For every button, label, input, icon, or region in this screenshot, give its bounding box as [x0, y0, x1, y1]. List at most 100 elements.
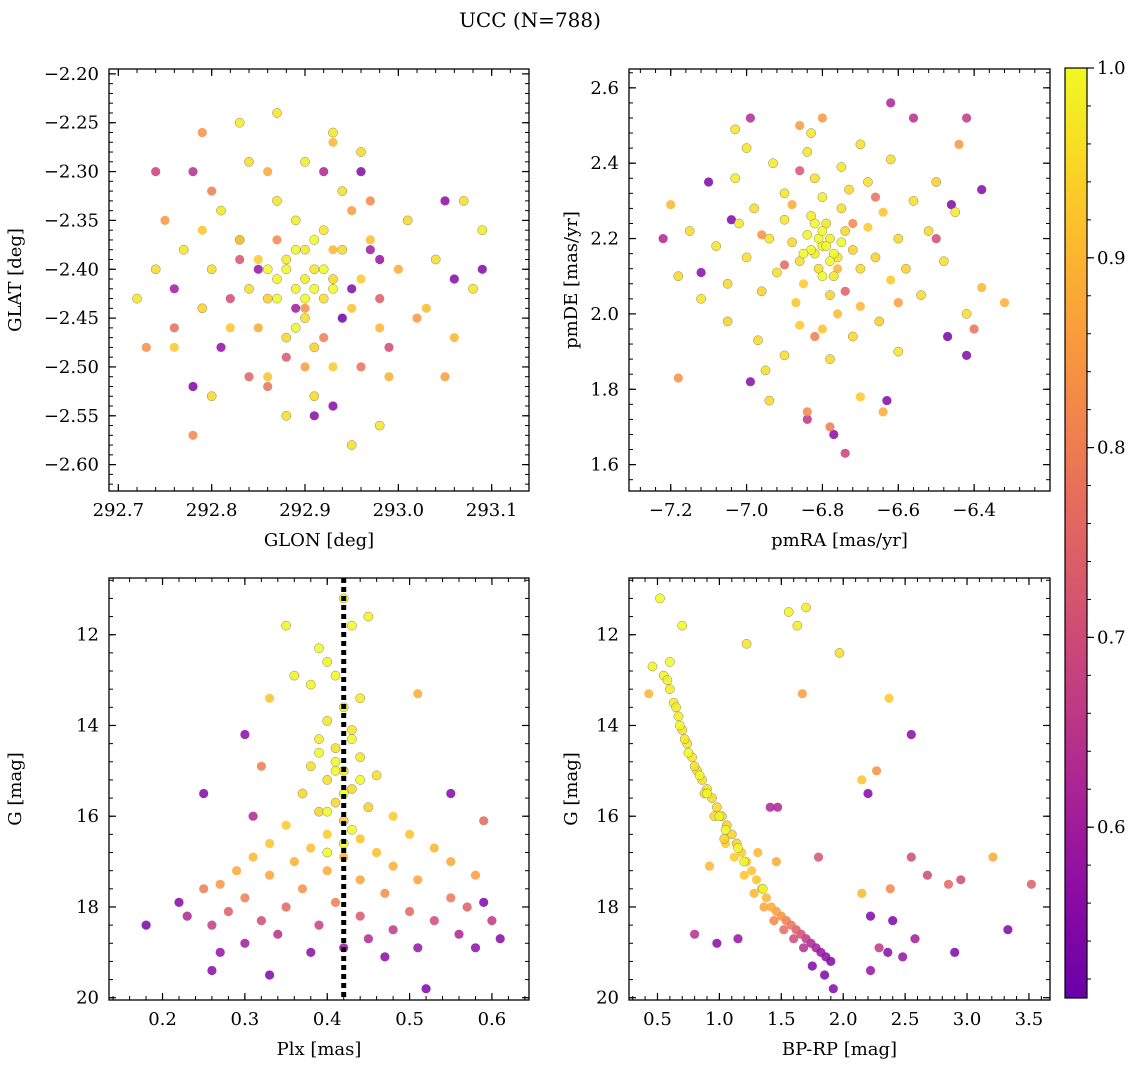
scatter-point	[769, 916, 779, 926]
x-tick-label: 1.5	[767, 1009, 796, 1030]
scatter-point	[722, 316, 733, 327]
scatter-point	[355, 875, 365, 885]
scatter-point	[356, 147, 366, 157]
scatter-point	[847, 245, 858, 255]
scatter-point	[235, 254, 245, 265]
scatter-point	[962, 113, 972, 123]
scatter-point	[908, 113, 919, 123]
scatter-point	[244, 156, 254, 167]
scatter-point	[306, 843, 316, 853]
colorbar-tick-label: 1.0	[1097, 58, 1126, 79]
scatter-point	[374, 420, 385, 431]
scatter-point	[355, 834, 365, 844]
x-tick-label: 0.5	[643, 1009, 672, 1030]
scatter-point	[817, 226, 828, 236]
scatter-point	[207, 920, 217, 930]
scatter-point	[764, 395, 775, 406]
scatter-point	[674, 720, 685, 731]
scatter-point	[807, 961, 817, 971]
scatter-point	[810, 331, 820, 342]
scatter-point	[356, 274, 366, 284]
y-tick-label: 18	[596, 897, 619, 918]
scatter-point	[730, 173, 741, 184]
x-tick-label: 0.5	[395, 1009, 424, 1030]
scatter-point	[314, 920, 324, 930]
scatter-point	[328, 274, 338, 284]
scatter-point	[1026, 879, 1036, 889]
scatter-point	[683, 747, 694, 758]
scatter-point	[999, 298, 1010, 308]
scatter-point	[714, 811, 725, 822]
scatter-point	[865, 965, 876, 976]
scatter-point	[757, 883, 768, 894]
scatter-point	[355, 911, 365, 921]
scatter-point	[865, 911, 876, 921]
scatter-point	[872, 766, 882, 776]
scatter-point	[371, 770, 382, 781]
scatter-point	[834, 648, 845, 658]
axes-frame	[628, 68, 1051, 492]
scatter-point	[328, 137, 338, 147]
scatter-point	[375, 254, 385, 265]
scatter-point	[393, 264, 403, 274]
scatter-point	[969, 324, 979, 334]
scatter-point	[768, 158, 778, 169]
x-axis-label: Plx [mas]	[277, 1039, 362, 1060]
scatter-point	[347, 734, 357, 744]
scatter-point	[388, 925, 398, 935]
scatter-point	[337, 186, 348, 196]
scatter-point	[765, 802, 775, 812]
y-axis-label: G [mag]	[5, 752, 26, 825]
scatter-point	[809, 218, 820, 229]
scatter-point	[272, 196, 282, 206]
scatter-point	[855, 392, 866, 402]
scatter-point	[802, 147, 813, 157]
scatter-point	[647, 661, 658, 672]
scatter-point	[779, 925, 789, 935]
scatter-point	[281, 332, 292, 343]
scatter-point	[207, 186, 217, 196]
scatter-point	[199, 788, 209, 799]
scatter-point	[779, 350, 790, 361]
scatter-point	[729, 852, 739, 862]
scatter-point	[801, 602, 811, 613]
scatter-point	[322, 829, 332, 840]
scatter-point	[779, 260, 790, 270]
scatter-point	[289, 857, 299, 867]
scatter-point	[977, 282, 987, 293]
scatter-point	[446, 893, 456, 903]
scatter-point	[454, 929, 464, 939]
scatter-point	[863, 788, 873, 799]
scatter-point	[671, 702, 681, 713]
scatter-point	[720, 824, 731, 835]
scatter-point	[223, 906, 233, 917]
scatter-point	[322, 866, 332, 876]
scatter-point	[355, 752, 366, 763]
scatter-point	[741, 638, 752, 649]
x-tick-label: 0.3	[231, 1009, 260, 1030]
x-tick-label: 292.9	[279, 500, 331, 521]
scatter-point	[893, 298, 903, 308]
scatter-point	[792, 620, 803, 631]
scatter-point	[938, 256, 949, 267]
scatter-point	[355, 693, 366, 704]
axes-frame	[108, 68, 530, 492]
scatter-point	[363, 611, 374, 622]
scatter-point	[820, 970, 830, 980]
scatter-point	[300, 293, 310, 304]
y-tick-label: −2.50	[44, 357, 99, 378]
scatter-point	[318, 225, 329, 236]
y-tick-label: 16	[76, 806, 99, 827]
scatter-point	[477, 264, 487, 274]
scatter-point	[178, 244, 189, 255]
scatter-point	[347, 725, 357, 735]
scatter-point	[305, 761, 316, 772]
scatter-point	[954, 139, 964, 149]
scatter-point	[857, 775, 867, 785]
scatter-point	[477, 225, 488, 236]
scatter-point	[440, 196, 450, 206]
scatter-point	[405, 829, 415, 840]
scatter-point	[319, 167, 329, 177]
scatter-point	[309, 411, 319, 421]
y-tick-label: 2.0	[590, 304, 619, 325]
